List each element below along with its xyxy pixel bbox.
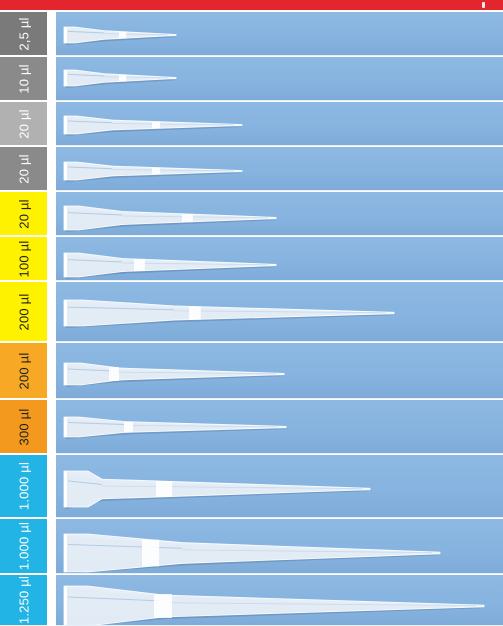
tip-image-cell [56,455,503,518]
tip-image-cell [56,192,503,236]
header-mark [482,2,485,8]
tip-row: 100 µl [0,237,503,281]
pipette-tip-icon [63,416,288,439]
tip-image-cell [56,237,503,281]
tip-row: 1.000 µl [0,519,503,574]
volume-label: 200 µl [16,352,31,389]
tip-row: 200 µl [0,282,503,342]
volume-label-cell: 20 µl [0,192,47,236]
tip-image-cell [56,282,503,342]
volume-label-cell: 1.000 µl [0,455,47,518]
tip-row: 20 µl [0,147,503,191]
pipette-tip-icon [63,26,178,45]
volume-label: 2,5 µl [16,16,31,51]
pipette-tip-icon [63,205,278,232]
pipette-tip-icon [63,533,442,573]
tip-image-cell [56,343,503,399]
header-bar [0,0,503,10]
volume-label-cell: 20 µl [0,147,47,191]
volume-label: 20 µl [16,153,31,184]
volume-label-cell: 10 µl [0,57,47,101]
tip-image-cell [56,519,503,574]
pipette-tip-icon [63,115,244,136]
volume-label-cell: 2,5 µl [0,12,47,56]
pipette-tip-icon [63,585,486,625]
volume-label-cell: 100 µl [0,237,47,281]
tip-row: 200 µl [0,343,503,399]
volume-label-cell: 200 µl [0,282,47,342]
tip-size-table: 2,5 µl 10 µl 20 µl 20 µl 20 µl 100 µl 200 µl 20… [0,12,503,626]
tip-row: 20 µl [0,192,503,236]
volume-label-cell: 20 µl [0,102,47,146]
tip-row: 2,5 µl [0,12,503,56]
volume-label: 10 µl [16,63,31,94]
tip-image-cell [56,102,503,146]
tip-row: 300 µl [0,400,503,454]
pipette-tip-icon [63,161,244,182]
volume-label: 20 µl [16,108,31,139]
tip-image-cell [56,12,503,56]
volume-label: 200 µl [16,293,31,330]
volume-label-cell: 1.000 µl [0,519,47,574]
volume-label: 1.000 µl [16,521,31,571]
tip-row: 20 µl [0,102,503,146]
pipette-tip-icon [63,470,372,509]
tip-image-cell [56,57,503,101]
volume-label: 1.250 µl [16,575,31,625]
volume-label: 300 µl [16,408,31,445]
volume-label-cell: 200 µl [0,343,47,399]
volume-label: 1.000 µl [16,461,31,511]
pipette-tip-icon [63,252,278,279]
pipette-tip-icon [63,69,178,88]
tip-image-cell [56,147,503,191]
volume-label-cell: 1.250 µl [0,575,47,626]
volume-label: 100 µl [16,240,31,277]
tip-row: 10 µl [0,57,503,101]
tip-image-cell [56,575,503,626]
tip-row: 1.000 µl [0,455,503,518]
pipette-tip-icon [63,299,396,328]
volume-label: 20 µl [16,198,31,229]
tip-row: 1.250 µl [0,575,503,626]
volume-label-cell: 300 µl [0,400,47,454]
tip-image-cell [56,400,503,454]
pipette-tip-icon [63,362,286,387]
